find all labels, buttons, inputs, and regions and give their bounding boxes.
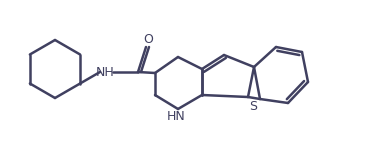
Text: NH: NH bbox=[96, 66, 115, 78]
Text: S: S bbox=[249, 101, 257, 113]
Text: O: O bbox=[143, 32, 153, 46]
Text: HN: HN bbox=[167, 111, 185, 123]
